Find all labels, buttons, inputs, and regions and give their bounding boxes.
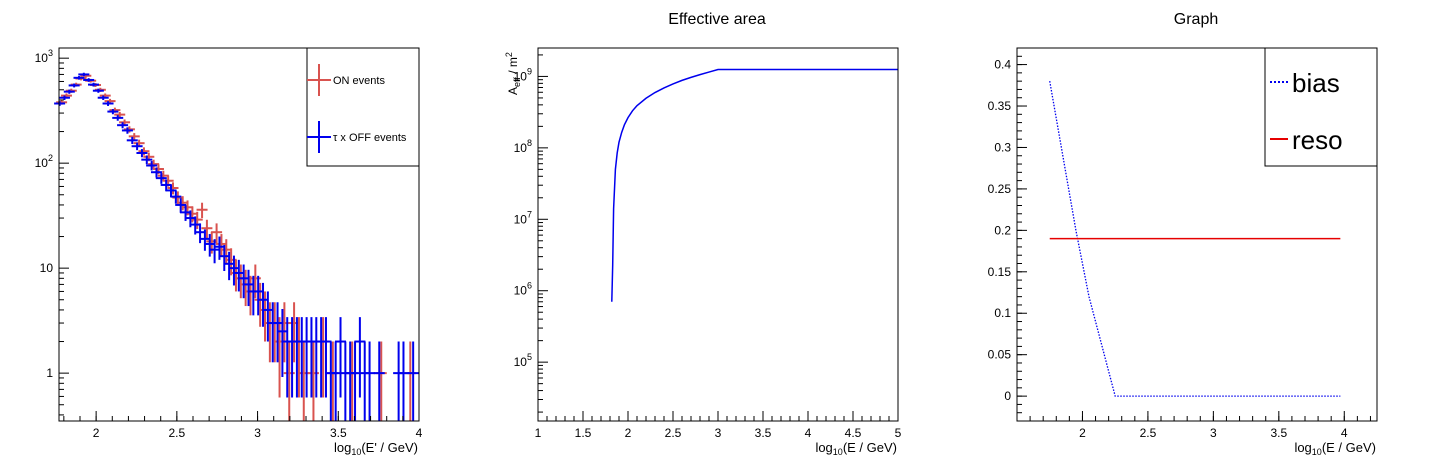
graph-x-axis-label: log10(E / GeV) [1294,440,1376,457]
legend-label-bias: bias [1292,68,1340,98]
y-tick-label: 107 [514,209,532,226]
y-tick-label: 0.2 [994,223,1011,237]
events-legend: ON events τ x OFF events [306,47,420,167]
events-marks [54,72,419,421]
x-tick-label: 4 [805,426,812,440]
y-tick-label: 0.1 [994,306,1011,320]
effective-area-marks [611,68,898,302]
x-tick-label: 3 [715,426,722,440]
events-x-axis-label: log10(E' / GeV) [334,440,418,457]
y-tick-label: 0.35 [988,99,1012,113]
graph-title: Graph [1174,11,1218,28]
y-tick-label: 103 [35,48,53,65]
graph-legend: bias reso [1264,47,1378,167]
x-tick-label: 3.5 [330,426,347,440]
graph-marks [1049,81,1341,397]
y-tick-label: 105 [514,352,532,369]
y-tick-label: 0.05 [988,348,1012,362]
bias-line [1049,81,1341,397]
legend-swatch-on-events [307,64,331,96]
x-tick-label: 3 [1210,426,1217,440]
y-tick-label: 0.4 [994,58,1011,72]
y-tick-label: 109 [514,66,532,83]
events-axes: 2 2.5 3 3.5 4 1 10 102 103 [35,48,423,440]
x-tick-label: 2.5 [665,426,682,440]
x-tick-label: 2.5 [1140,426,1157,440]
y-tick-label: 1 [46,366,53,380]
x-tick-label: 3.5 [1270,426,1287,440]
y-tick-label: 102 [35,153,53,170]
effective-area-x-axis-label: log10(E / GeV) [815,440,897,457]
x-tick-label: 1.5 [575,426,592,440]
x-tick-label: 2 [93,426,100,440]
x-tick-label: 4 [1341,426,1348,440]
effective-area-axes: 1 1.5 2 2.5 3 3.5 4 4.5 5 105 106 107 108 109 [514,54,902,440]
legend-label-on-events: ON events [333,75,385,87]
panel-events: 2 2.5 3 3.5 4 1 10 102 103 log10(E' / GeV) ON ev… [35,47,423,457]
legend-label-off-events: τ x OFF events [333,132,407,144]
x-tick-label: 3 [254,426,261,440]
graph-legend-box [1264,47,1378,167]
graph-axes: 2 2.5 3 3.5 4 0 0.05 0.1 0.15 0.2 0.25 0.3 0.35 0.4 [988,55,1371,440]
graph-plot-frame [1016,47,1378,422]
y-tick-label: 10 [40,261,54,275]
y-tick-label: 0 [1004,389,1011,403]
x-tick-label: 1 [535,426,542,440]
effective-area-y-axis-label: Aeff / m2 [504,52,522,95]
x-tick-label: 4.5 [845,426,862,440]
y-tick-label: 0.15 [988,265,1012,279]
y-tick-label: 108 [514,138,532,155]
y-tick-label: 0.3 [994,140,1011,154]
y-tick-label: 106 [514,281,532,298]
x-tick-label: 4 [416,426,423,440]
panel-graph: Graph 2 2.5 3 3.5 4 0 0.05 0.1 0.15 0.2 0.25 0.3 0.3… [988,11,1378,457]
legend-label-reso: reso [1292,125,1343,155]
x-tick-label: 3.5 [755,426,772,440]
events-plot-frame [58,47,420,422]
x-tick-label: 2 [1079,426,1086,440]
x-tick-label: 2.5 [169,426,186,440]
legend-swatch-off-events [307,121,331,153]
panel-effective-area: Effective area 1 1.5 2 2.5 3 3.5 4 4.5 5 105 106 10… [504,11,902,457]
effective-area-title: Effective area [668,11,766,28]
x-tick-label: 2 [625,426,632,440]
events-legend-box [306,47,420,167]
effective-area-curve [611,68,898,302]
x-tick-label: 5 [895,426,902,440]
y-tick-label: 0.25 [988,182,1012,196]
effective-area-plot-frame [537,47,899,422]
